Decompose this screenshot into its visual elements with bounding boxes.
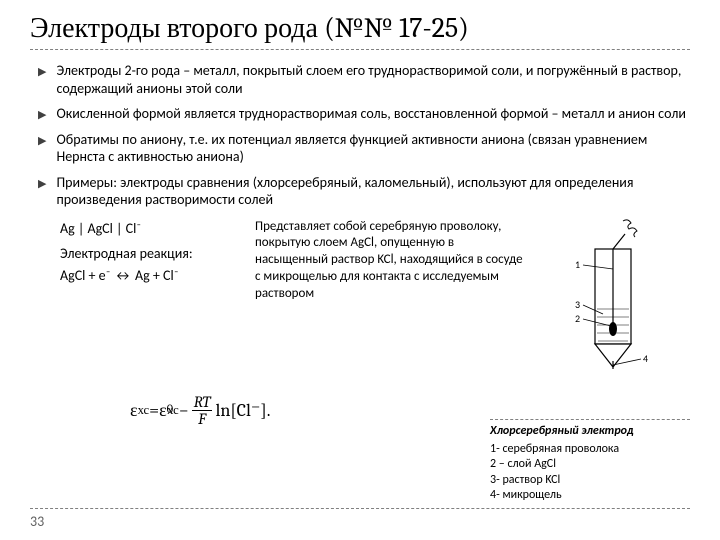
electrode-diagram: 1 2 3 4 xyxy=(525,219,665,379)
reaction-label: Электродная реакция: xyxy=(60,244,255,264)
svg-text:4: 4 xyxy=(643,352,648,365)
legend-item: 3- раствор KCl xyxy=(490,473,690,489)
bullet-text: Примеры: электроды сравнения (хлорсеребр… xyxy=(56,174,690,209)
bullet-marker: ▶ xyxy=(38,177,46,191)
bullet-marker: ▶ xyxy=(38,134,46,148)
svg-text:2: 2 xyxy=(575,312,580,325)
bullet-item: ▶ Окисленной формой является труднораств… xyxy=(38,105,690,123)
description-column: Представляет собой серебряную проволоку,… xyxy=(255,219,525,384)
reaction-equation: AgCl + e⁻ ↔ Ag + Cl⁻ xyxy=(60,266,255,286)
bullet-text: Окисленной формой является труднораствор… xyxy=(56,105,685,123)
bullet-item: ▶ Обратимы по аниону, т.е. их потенциал … xyxy=(38,131,690,166)
fraction-num: RT xyxy=(192,394,213,411)
eq-sign: = xyxy=(149,400,159,421)
eps-sub: хс xyxy=(138,403,150,418)
eps: ε xyxy=(130,400,138,421)
reaction-column: Ag | AgCl | Cl⁻ Электродная реакция: AgC… xyxy=(60,219,255,384)
bullet-text: Обратимы по аниону, т.е. их потенциал яв… xyxy=(56,131,690,166)
diagram-column: 1 2 3 4 xyxy=(525,219,665,384)
legend-item: 4- микрощель xyxy=(490,488,690,504)
diagram-legend: Хлорсеребряный электрод 1- серебряная пр… xyxy=(490,419,690,504)
fraction-den: F xyxy=(196,411,208,427)
legend-title: Хлорсеребряный электрод xyxy=(490,424,690,440)
bullet-marker: ▶ xyxy=(38,108,46,122)
bullet-item: ▶ Электроды 2-го рода – металл, покрытый… xyxy=(38,62,690,97)
page-number: 33 xyxy=(30,508,690,530)
svg-text:1: 1 xyxy=(575,258,580,271)
ln-part: ln[Cl⁻]. xyxy=(215,400,270,421)
eps0-sub: хс xyxy=(167,403,179,418)
slide-title: Электроды второго рода (№№ 17-25) xyxy=(30,12,690,50)
bullet-text: Электроды 2-го рода – металл, покрытый с… xyxy=(56,62,690,97)
content-columns: Ag | AgCl | Cl⁻ Электродная реакция: AgC… xyxy=(60,219,690,384)
electrode-notation: Ag | AgCl | Cl⁻ xyxy=(60,219,255,239)
eps0: ε xyxy=(159,400,167,421)
bullet-marker: ▶ xyxy=(38,65,46,79)
minus-sign: − xyxy=(179,400,189,421)
legend-item: 2 – слой AgCl xyxy=(490,457,690,473)
legend-item: 1- серебряная проволока xyxy=(490,442,690,458)
bullet-item: ▶ Примеры: электроды сравнения (хлорсере… xyxy=(38,174,690,209)
fraction: RT F xyxy=(192,394,213,427)
svg-text:3: 3 xyxy=(575,298,580,311)
bullet-list: ▶ Электроды 2-го рода – металл, покрытый… xyxy=(30,62,690,209)
